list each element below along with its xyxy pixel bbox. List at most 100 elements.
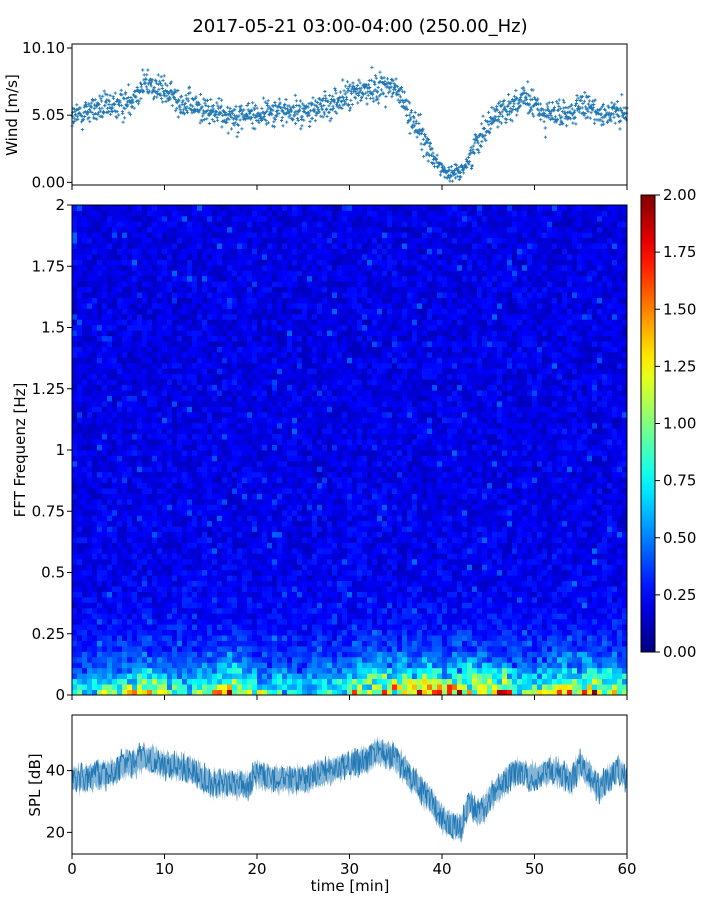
spectrogram-cell: [142, 629, 148, 636]
spectrogram-cell: [202, 499, 208, 505]
spectrogram-cell: [537, 656, 543, 663]
spectrogram-cell: [537, 564, 543, 571]
spectrogram-cell: [152, 509, 158, 516]
spectrogram-cell: [322, 602, 328, 609]
spectrogram-cell: [247, 662, 253, 669]
spectrogram-cell: [317, 460, 323, 467]
spectrogram-cell: [162, 607, 168, 614]
spectrogram-cell: [312, 575, 318, 582]
spectrogram-cell: [517, 542, 523, 549]
spectrogram-cell: [207, 613, 213, 620]
spectrogram-cell: [432, 575, 438, 582]
spectrogram-cell: [472, 466, 478, 473]
spectrogram-cell: [467, 504, 473, 511]
spectrogram-cell: [347, 618, 353, 625]
spectrogram-cell: [447, 597, 453, 603]
spectrogram-cell: [607, 564, 613, 571]
spectrogram-cell: [162, 466, 168, 473]
spectrogram-cell: [132, 635, 138, 641]
spectrogram-cell: [337, 613, 343, 620]
spectrogram-cell: [387, 564, 393, 571]
spectrogram-cell: [152, 651, 158, 658]
spectrogram-cell: [322, 656, 328, 663]
spectrogram-cell: [512, 504, 518, 511]
spectrogram-cell: [192, 580, 198, 587]
spectrogram-cell: [537, 553, 543, 560]
spectrogram-cell: [287, 499, 293, 505]
spectrogram-cell: [352, 520, 358, 527]
spectrogram-cell: [132, 455, 138, 462]
spectrogram-cell: [142, 689, 148, 696]
spectrogram-cell: [162, 488, 168, 494]
spectrogram-cell: [492, 689, 498, 696]
spectrogram-cell: [137, 651, 143, 658]
spectrogram-cell: [222, 635, 228, 641]
spectrogram-cell: [472, 515, 478, 522]
spectrogram-cell: [262, 684, 268, 690]
spectrogram-cell: [617, 591, 623, 598]
spectrogram-cell: [542, 613, 548, 620]
spectrogram-cell: [392, 613, 398, 620]
spectrogram-cell: [457, 651, 463, 658]
spectrogram-cell: [392, 667, 398, 674]
spectrogram-cell: [202, 618, 208, 625]
spectrogram-cell: [192, 520, 198, 527]
spectrogram-cell: [447, 607, 453, 614]
spectrogram-cell: [422, 651, 428, 658]
spectrogram-cell: [442, 684, 448, 690]
spectrogram-cell: [572, 558, 578, 565]
spectrogram-cell: [187, 526, 193, 533]
spectrogram-cell: [417, 684, 423, 690]
spectrogram-cell: [572, 678, 578, 685]
spectrogram-cell: [157, 575, 163, 582]
spectrogram-cell: [252, 586, 258, 592]
spectrogram-cell: [482, 471, 488, 478]
spectrogram-cell: [502, 646, 508, 652]
spectrogram-cell: [102, 526, 108, 533]
spectrogram-cell: [407, 531, 413, 538]
spectrogram-cell: [452, 504, 458, 511]
spectrogram-cell: [432, 477, 438, 484]
spectrogram-cell: [497, 460, 503, 467]
spectrogram-cell: [472, 656, 478, 663]
spectrogram-cell: [507, 580, 513, 587]
spectrogram-cell: [147, 466, 153, 473]
spectrogram-cell: [597, 466, 603, 473]
spectrogram-cell: [222, 509, 228, 516]
spectrogram-cell: [192, 586, 198, 592]
spectrogram-cell: [327, 488, 333, 494]
spectrogram-cell: [162, 499, 168, 505]
spectrogram-cell: [322, 635, 328, 641]
spectrogram-cell: [167, 602, 173, 609]
spectrogram-cell: [87, 542, 93, 549]
spectrogram-cell: [352, 477, 358, 484]
spectrogram-cell: [457, 526, 463, 533]
spectrogram-cell: [107, 515, 113, 522]
spectrogram-cell: [532, 569, 538, 576]
spectrogram-cell: [612, 602, 618, 609]
spectrogram-cell: [317, 515, 323, 522]
spectrogram-cell: [397, 471, 403, 478]
spectrogram-cell: [367, 618, 373, 625]
spectrogram-cell: [222, 488, 228, 494]
spectrogram-cell: [107, 471, 113, 478]
spectrogram-cell: [227, 460, 233, 467]
spectrogram-cell: [487, 515, 493, 522]
spectrogram-cell: [282, 678, 288, 685]
spectrogram-cell: [252, 640, 258, 647]
spectrogram-cell: [122, 618, 128, 625]
spectrogram-cell: [207, 564, 213, 571]
spectrogram-cell: [352, 586, 358, 592]
spectrogram-cell: [197, 607, 203, 614]
spectrogram-cell: [527, 542, 533, 549]
spectrogram-cell: [302, 493, 308, 500]
spectrogram-cell: [337, 466, 343, 473]
spectrogram-cell: [322, 537, 328, 543]
spectrogram-cell: [432, 684, 438, 690]
spectrogram-cell: [402, 673, 408, 680]
spectrogram-cell: [87, 460, 93, 467]
spectrogram-cell: [222, 580, 228, 587]
spectrogram-cell: [127, 488, 133, 494]
spectrogram-cell: [117, 569, 123, 576]
spectrogram-cell: [567, 602, 573, 609]
